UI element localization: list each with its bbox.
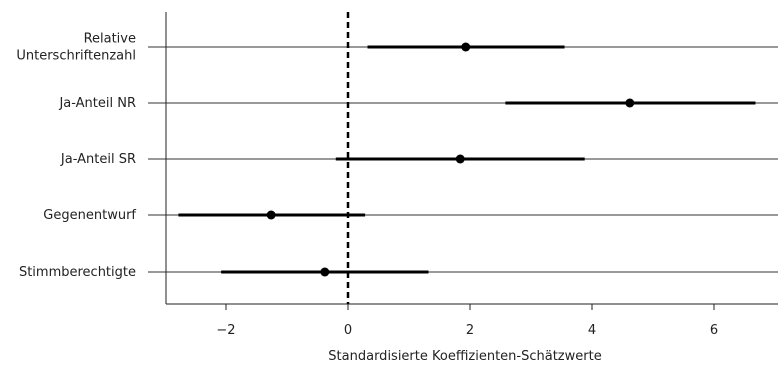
x-tick-label: 4 (588, 323, 596, 338)
x-tick-label: 6 (710, 323, 718, 338)
y-axis-label: Ja-Anteil NR (58, 96, 136, 111)
point-estimate (455, 154, 465, 164)
x-tick-label: 2 (466, 323, 474, 338)
x-axis-label: Standardisierte Koeffizienten-Schätzwert… (328, 349, 601, 364)
y-axis-label: Unterschriftenzahl (16, 49, 136, 64)
y-axis-labels: Relative Unterschriftenzahl Ja-Anteil NR Ja… (16, 32, 136, 281)
y-axis-label: Stimmberechtigte (19, 265, 136, 280)
point-estimate (461, 42, 471, 52)
point-estimate (625, 98, 635, 108)
axes (165, 12, 778, 305)
y-axis-label: Relative (84, 32, 136, 47)
point-estimate (266, 210, 276, 220)
x-axis-ticks: −2 0 2 4 6 (216, 304, 718, 338)
y-axis-label: Gegenentwurf (43, 208, 136, 223)
x-tick-label: −2 (216, 323, 235, 338)
x-tick-label: 0 (344, 323, 352, 338)
y-axis-label: Ja-Anteil SR (60, 152, 136, 167)
coefficient-marks (178, 42, 756, 277)
point-estimate (320, 267, 330, 277)
